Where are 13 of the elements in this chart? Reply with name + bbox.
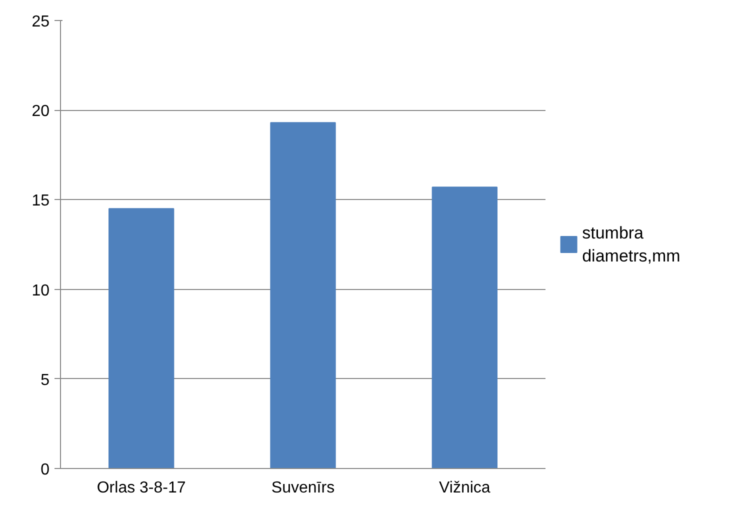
x-tick-label: Orlas 3-8-17 <box>96 480 186 496</box>
legend-label: stumbra diametrs,mm <box>582 224 680 266</box>
bar <box>432 186 498 468</box>
y-tick-label: 15 <box>32 192 50 210</box>
y-tick-label: 0 <box>40 462 50 478</box>
bar <box>270 122 336 468</box>
y-tick-label: 25 <box>32 14 50 30</box>
y-tick-label: 20 <box>32 103 50 120</box>
y-tick-label: 5 <box>40 372 50 389</box>
bar <box>108 208 174 468</box>
x-tick-label: Suvenīrs <box>271 480 335 496</box>
y-tick-label: 10 <box>32 282 50 300</box>
x-tick-label: Vižnica <box>439 480 490 496</box>
